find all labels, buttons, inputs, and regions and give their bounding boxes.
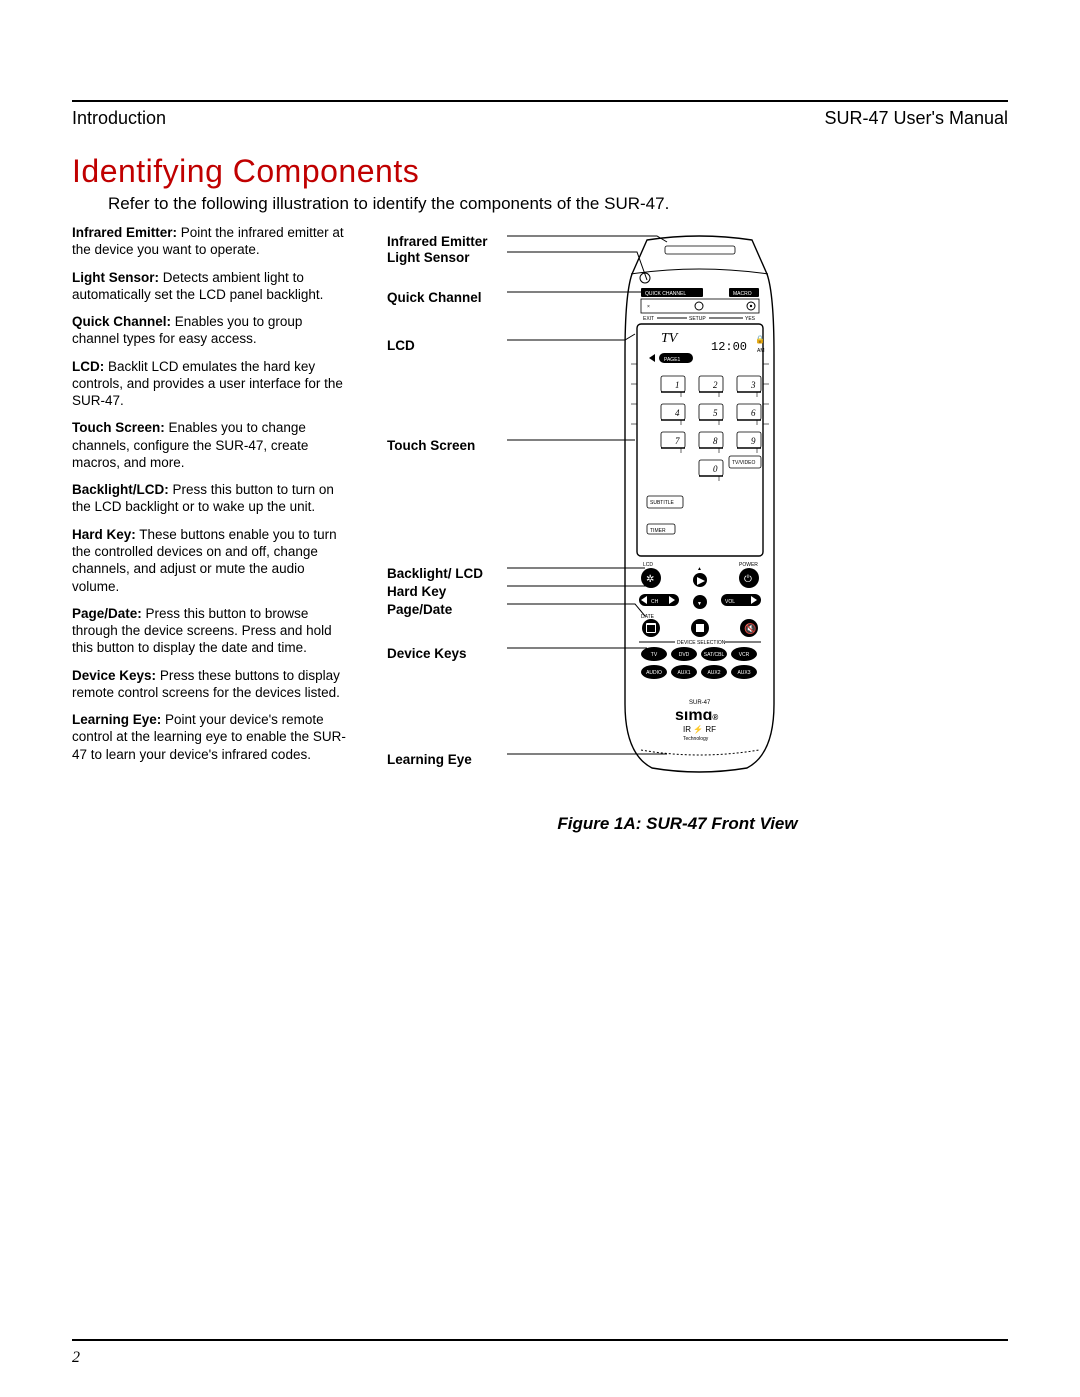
bottom-rule [72,1339,1008,1341]
svg-text:1: 1 [675,380,680,390]
svg-text:AUX3: AUX3 [737,670,750,676]
svg-text:8: 8 [713,436,718,446]
remote-illustration: .ol{fill:none;stroke:#000;stroke-width:1… [617,234,782,774]
svg-text:DEVICE SELECTION: DEVICE SELECTION [677,640,726,646]
top-rule [72,100,1008,102]
svg-text:3: 3 [750,380,756,390]
definition-item: Learning Eye: Point your device's remote… [72,711,347,763]
svg-text:YES: YES [745,316,756,322]
svg-text:CH: CH [651,599,659,605]
tech-label: Technology [683,736,709,742]
figure-area: Infrared EmitterLight SensorQuick Channe… [347,224,1008,864]
svg-text:AUDIO: AUDIO [646,670,662,676]
svg-text:SUBTITLE: SUBTITLE [650,500,675,506]
svg-text:SAT/CBL: SAT/CBL [704,652,725,658]
svg-text:AUX2: AUX2 [707,670,720,676]
definition-item: LCD: Backlit LCD emulates the hard key c… [72,358,347,410]
page-header: Introduction SUR-47 User's Manual [72,108,1008,129]
definition-item: Infrared Emitter: Point the infrared emi… [72,224,347,259]
definition-item: Page/Date: Press this button to browse t… [72,605,347,657]
svg-text:5: 5 [713,408,718,418]
svg-text:TIMER: TIMER [650,528,666,534]
svg-text:▲: ▲ [697,566,702,572]
svg-text:TV/VIDEO: TV/VIDEO [732,460,755,466]
header-left: Introduction [72,108,166,129]
irrf-label: IR ⚡ RF [683,724,716,734]
svg-text:9: 9 [751,436,756,446]
lcd-time: 12:00 [711,340,747,354]
svg-text:🔒: 🔒 [755,335,765,344]
svg-text:0: 0 [713,464,718,474]
quick-channel-label: QUICK CHANNEL [645,291,686,297]
svg-text:4: 4 [675,408,680,418]
header-right: SUR-47 User's Manual [825,108,1009,129]
svg-text:6: 6 [751,408,756,418]
brand-label: sımɑ® [675,707,718,724]
svg-text:DVD: DVD [679,652,690,658]
macro-label: MACRO [733,291,752,297]
figure-caption: Figure 1A: SUR-47 Front View [347,814,1008,834]
svg-text:AM: AM [757,348,765,354]
svg-text:DATE: DATE [641,614,655,620]
definition-item: Quick Channel: Enables you to group chan… [72,313,347,348]
definition-item: Hard Key: These buttons enable you to tu… [72,526,347,595]
section-title: Identifying Components [72,153,1008,190]
svg-text:×: × [647,304,650,310]
svg-text:✲: ✲ [646,574,654,585]
lcd-page: PAGE1 [664,357,681,363]
svg-text:EXIT: EXIT [643,316,654,322]
svg-text:⏻: ⏻ [744,574,752,585]
lcd-device: TV [661,331,679,346]
svg-text:POWER: POWER [739,562,758,568]
definition-item: Touch Screen: Enables you to change chan… [72,419,347,471]
manual-page: Introduction SUR-47 User's Manual Identi… [0,0,1080,1397]
svg-text:AUX1: AUX1 [677,670,690,676]
svg-text:SETUP: SETUP [689,316,706,322]
svg-text:7: 7 [675,436,680,446]
definition-item: Backlight/LCD: Press this button to turn… [72,481,347,516]
svg-text:2: 2 [713,380,718,390]
svg-text:VCR: VCR [739,652,750,658]
definitions-column: Infrared Emitter: Point the infrared emi… [72,224,347,773]
body-columns: Infrared Emitter: Point the infrared emi… [72,224,1008,864]
svg-text:▼: ▼ [697,601,702,607]
svg-text:TV: TV [651,652,658,658]
definition-item: Light Sensor: Detects ambient light to a… [72,269,347,304]
intro-text: Refer to the following illustration to i… [108,194,1008,214]
svg-text:LCD: LCD [643,562,653,568]
definition-item: Device Keys: Press these buttons to disp… [72,667,347,702]
page-number: 2 [72,1349,80,1367]
svg-text:VOL: VOL [725,599,735,605]
svg-text:🔇: 🔇 [744,622,756,635]
model-label: SUR-47 [689,700,711,706]
